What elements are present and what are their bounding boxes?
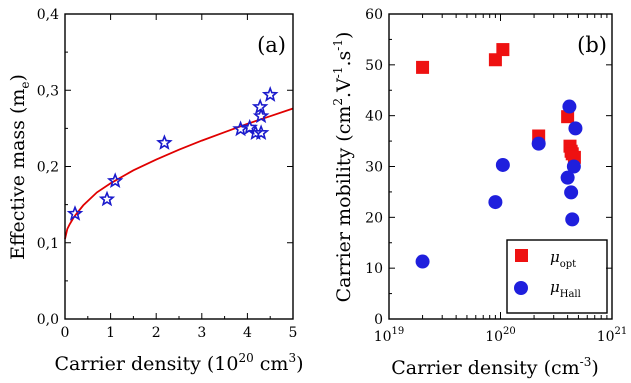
panel-b-mu-hall-point <box>488 195 503 210</box>
panel-a-y-tick-label: 0,2 <box>37 160 59 176</box>
panel-b-x-tick-label: 1020 <box>485 326 516 345</box>
panel-b-mu-opt-point <box>416 60 430 74</box>
panel-a-y-tick-label: 0,3 <box>37 83 59 99</box>
panel-a-y-tick-label: 0,4 <box>37 7 59 23</box>
panel-b-y-tick-label: 40 <box>365 109 383 125</box>
panel-a-data-point <box>66 205 84 221</box>
panel-a-data-point <box>252 107 270 124</box>
panel-b-mu-hall-point <box>562 99 577 114</box>
panel-b-y-tick-label: 50 <box>365 58 383 74</box>
panel-b-plot-area <box>415 43 583 269</box>
panel-b-mu-opt-point <box>488 53 502 67</box>
panel-b-mu-hall-point <box>531 136 546 151</box>
panel-b-x-tick-label: 1021 <box>597 326 628 345</box>
panel-a-y-tick-label: 0,0 <box>37 312 59 328</box>
panel-a-y-tick-label: 0,1 <box>37 236 59 252</box>
panel-b-mu-hall-point <box>566 159 581 174</box>
panel-b-legend: μopt μHall <box>506 239 608 314</box>
panel-a-x-tick-label: 5 <box>289 325 298 341</box>
panel-a-plot-area <box>64 86 294 240</box>
panel-b-y-tick-label: 0 <box>374 312 383 328</box>
legend-hall-label: μHall <box>550 278 581 300</box>
legend-opt-label: μopt <box>550 248 576 270</box>
panel-b-y-axis-title: Carrier mobility (cm2.V-1.s-1) <box>331 32 355 303</box>
panel-b-label: (b) <box>577 33 607 57</box>
panel-b-mu-hall-point <box>415 254 430 269</box>
panel-b-y-tick-label: 30 <box>365 160 383 176</box>
panel-b-mu-hall-point <box>560 170 575 185</box>
panel-b-mu-opt-point <box>496 43 510 57</box>
legend-hall-marker <box>514 281 528 295</box>
panel-a-x-tick-label: 2 <box>152 325 161 341</box>
panel-b-y-tick-label: 20 <box>365 210 383 226</box>
panel-a-data-point <box>247 124 264 140</box>
legend-box <box>506 239 608 314</box>
panel-a-frame <box>64 13 294 320</box>
panel-a-y-axis-title: Effective mass (me) <box>7 74 32 260</box>
panel-a-ticks: 0 1 2 3 4 5 0,0 0,1 0,2 0,3 0,4 <box>37 7 298 341</box>
panel-a-x-tick-label: 0 <box>61 325 70 341</box>
panel-a-fit-curve <box>64 107 294 240</box>
legend-opt-marker <box>515 249 528 262</box>
panel-b-mu-opt-point <box>561 110 575 124</box>
panel-a-x-axis-title: Carrier density (1020 cm3) <box>55 351 304 375</box>
panel-a-effective-mass: 0 1 2 3 4 5 0,0 0,1 0,2 0,3 0,4 (a) Carrier densit… <box>7 7 304 375</box>
panel-b-mu-hall-point <box>568 121 583 136</box>
panel-a-data-point <box>98 190 116 207</box>
panel-a-x-tick-label: 4 <box>243 325 252 341</box>
panel-b-x-axis-title: Carrier density (cm-3) <box>391 355 599 379</box>
panel-b-y-tick-label: 10 <box>365 261 383 277</box>
panel-a-data-point <box>106 172 124 188</box>
panel-a-data-point <box>252 124 270 140</box>
panel-b-mu-hall-point <box>565 212 580 227</box>
panel-b-mu-hall-point <box>564 185 579 200</box>
panel-a-x-tick-label: 1 <box>106 325 115 341</box>
panel-b-x-tick-label: 1019 <box>374 326 405 345</box>
panel-a-data-point <box>261 86 279 102</box>
panel-b-y-tick-label: 60 <box>365 7 383 23</box>
panel-b-mu-hall-point <box>495 157 510 172</box>
panel-a-label: (a) <box>257 33 286 57</box>
panel-a-data-point <box>156 134 173 150</box>
panel-a-x-tick-label: 3 <box>197 325 206 341</box>
